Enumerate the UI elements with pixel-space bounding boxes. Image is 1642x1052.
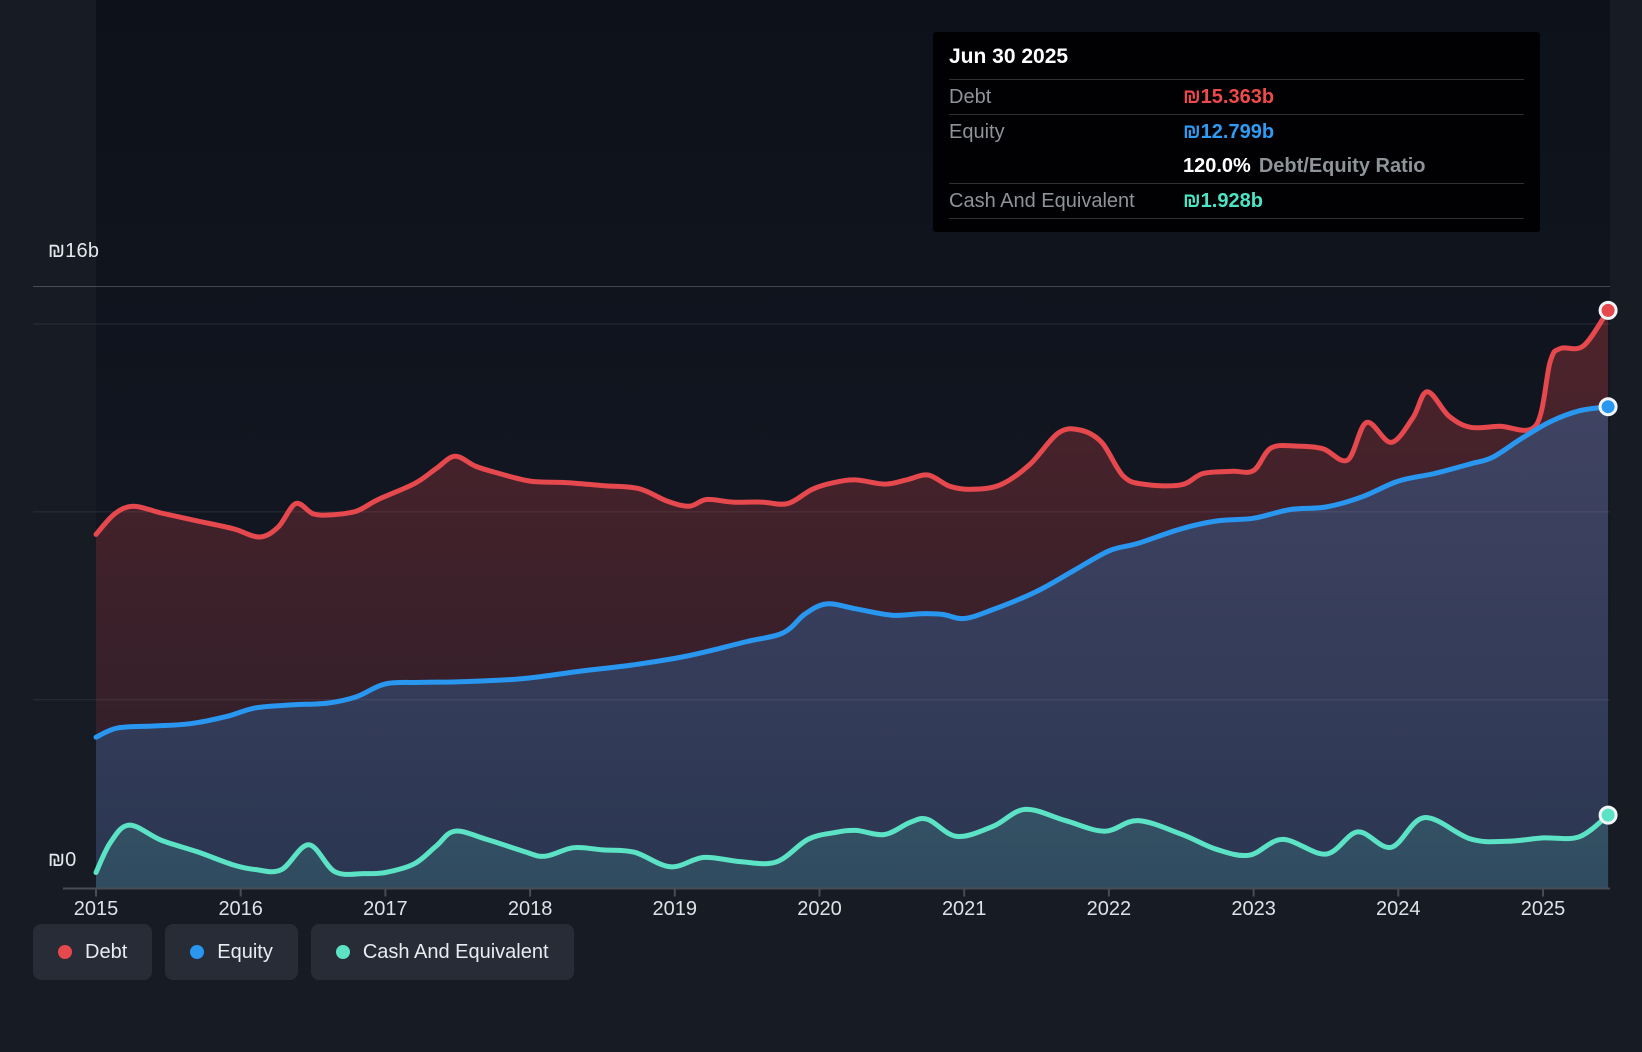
tooltip-row-value: ₪1.928b: [1183, 189, 1263, 212]
legend-dot-icon: [190, 945, 205, 959]
x-axis-label-2023: 2023: [1231, 898, 1276, 920]
tooltip-bottom-divider: [949, 218, 1524, 232]
legend-chip-debt[interactable]: Debt: [33, 924, 153, 980]
x-axis-label-2024: 2024: [1376, 898, 1421, 920]
equity-line: [93, 404, 1611, 740]
x-axis-label-2021: 2021: [941, 898, 987, 920]
tooltip-row-value: ₪12.799b: [1183, 120, 1275, 143]
chart-tooltip: Jun 30 2025 Debt ₪15.363b Equity ₪12.799b 12…: [933, 32, 1540, 232]
cash-area: [96, 809, 1609, 888]
x-axis-label-2020: 2020: [797, 898, 842, 920]
x-axis-label-2022: 2022: [1086, 898, 1132, 920]
tooltip-row-ratio: 120.0% Debt/Equity Ratio: [949, 149, 1524, 183]
x-axis-label-2015: 2015: [73, 898, 119, 920]
tooltip-row-label: Cash And Equivalent: [949, 189, 1135, 212]
x-axis-label-2019: 2019: [652, 898, 698, 920]
cash-end-marker: [1598, 805, 1618, 825]
tooltip-ratio-suffix: Debt/Equity Ratio: [1258, 154, 1426, 177]
tooltip-row-label: Equity: [949, 120, 1005, 143]
legend-chip-equity[interactable]: Equity: [165, 924, 298, 980]
legend-dot-icon: [58, 945, 72, 959]
legend-label: Equity: [217, 940, 273, 963]
tooltip-date: Jun 30 2025: [949, 45, 1069, 68]
x-axis-label-2025: 2025: [1520, 898, 1566, 920]
legend-dot-icon: [335, 945, 350, 959]
x-axis-label-2017: 2017: [363, 898, 408, 920]
legend-chip-cash-and-equivalent[interactable]: Cash And Equivalent: [310, 924, 574, 980]
tooltip-row-value: ₪15.363b: [1183, 85, 1275, 108]
tooltip-row-equity: Equity ₪12.799b: [949, 114, 1524, 149]
cash-line: [93, 806, 1611, 877]
debt-end-marker: [1598, 300, 1618, 320]
equity-end-marker: [1598, 397, 1618, 417]
y-axis-label-max: ₪16b: [48, 240, 100, 262]
debt-line: [93, 307, 1611, 540]
legend-label: Debt: [85, 940, 128, 963]
x-axis-label-2018: 2018: [507, 898, 553, 920]
legend-label: Cash And Equivalent: [362, 940, 549, 963]
tooltip-row-value: 120.0%: [1183, 154, 1251, 177]
tooltip-row-label: Debt: [949, 85, 992, 108]
legend: Debt Equity Cash And Equivalent: [33, 924, 574, 980]
x-axis-label-2016: 2016: [218, 898, 263, 920]
equity-area: [96, 406, 1609, 888]
y-axis-label-zero: ₪0: [48, 849, 77, 871]
tooltip-row-debt: Debt ₪15.363b: [949, 79, 1524, 114]
tooltip-row-cash-and-equivalent: Cash And Equivalent ₪1.928b: [949, 183, 1524, 218]
